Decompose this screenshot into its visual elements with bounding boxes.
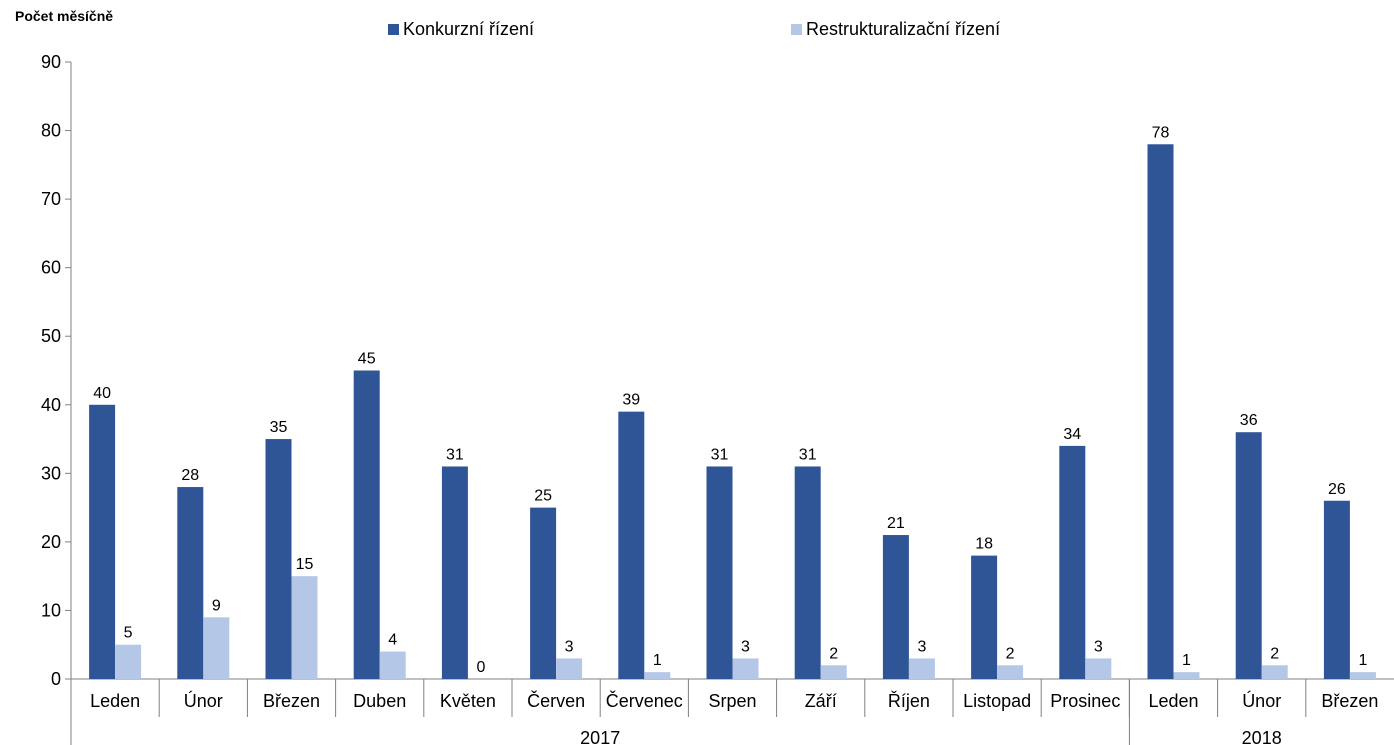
- x-tick-label: Listopad: [963, 691, 1031, 711]
- legend-swatch-konkurzni: [388, 24, 399, 35]
- data-label-restrukturalizacni: 3: [1094, 638, 1103, 655]
- y-tick-label: 90: [41, 52, 61, 72]
- bar-restrukturalizacni: [1349, 672, 1376, 679]
- data-label-konkurzni: 28: [181, 467, 199, 484]
- year-label: 2017: [580, 728, 620, 745]
- bar-konkurzni: [882, 535, 909, 679]
- data-label-konkurzni: 26: [1328, 481, 1346, 498]
- data-label-restrukturalizacni: 5: [124, 625, 133, 642]
- bar-restrukturalizacni: [379, 651, 406, 679]
- x-tick-label: Duben: [353, 691, 406, 711]
- data-label-restrukturalizacni: 3: [917, 638, 926, 655]
- data-label-konkurzni: 35: [270, 419, 288, 436]
- x-tick-label: Říjen: [888, 691, 930, 711]
- bar-restrukturalizacni: [1261, 665, 1288, 679]
- bar-konkurzni: [1323, 500, 1350, 679]
- data-label-konkurzni: 39: [622, 392, 640, 409]
- x-tick-label: Květen: [440, 691, 496, 711]
- data-label-konkurzni: 31: [799, 446, 817, 463]
- data-label-restrukturalizacni: 2: [1006, 645, 1015, 662]
- y-tick-label: 40: [41, 395, 61, 415]
- y-tick-label: 70: [41, 189, 61, 209]
- bar-konkurzni: [177, 487, 204, 679]
- data-label-restrukturalizacni: 3: [741, 638, 750, 655]
- x-tick-label: Leden: [90, 691, 140, 711]
- bar-konkurzni: [441, 466, 468, 679]
- data-label-restrukturalizacni: 4: [388, 632, 397, 649]
- data-label-restrukturalizacni: 15: [296, 556, 314, 573]
- bar-restrukturalizacni: [115, 644, 142, 679]
- bar-restrukturalizacni: [1173, 672, 1200, 679]
- y-tick-label: 20: [41, 532, 61, 552]
- data-label-konkurzni: 21: [887, 515, 905, 532]
- bar-konkurzni: [971, 555, 998, 679]
- bar-restrukturalizacni: [291, 576, 318, 679]
- x-tick-label: Prosinec: [1050, 691, 1120, 711]
- bar-konkurzni: [353, 370, 380, 679]
- x-tick-label: Srpen: [708, 691, 756, 711]
- bar-restrukturalizacni: [644, 672, 671, 679]
- x-tick-label: Březen: [263, 691, 320, 711]
- bar-restrukturalizacni: [203, 617, 230, 679]
- data-label-konkurzni: 40: [93, 385, 111, 402]
- data-label-konkurzni: 25: [534, 488, 552, 505]
- x-tick-label: Únor: [184, 690, 223, 711]
- legend-item-restrukturalizacni: Restrukturalizační řízení: [791, 19, 1000, 40]
- legend-label-restrukturalizacni: Restrukturalizační řízení: [806, 19, 1001, 39]
- year-label: 2018: [1242, 728, 1282, 745]
- bar-konkurzni: [794, 466, 821, 679]
- data-label-restrukturalizacni: 1: [1182, 652, 1191, 669]
- data-label-konkurzni: 18: [975, 536, 993, 553]
- y-tick-label: 60: [41, 258, 61, 278]
- y-axis-title: Počet měsíčně: [15, 8, 114, 24]
- x-tick-label: Červenec: [606, 690, 683, 711]
- y-tick-label: 0: [51, 669, 61, 689]
- data-label-konkurzni: 45: [358, 351, 376, 368]
- bar-konkurzni: [1235, 432, 1262, 679]
- data-label-konkurzni: 31: [446, 446, 464, 463]
- bar-konkurzni: [706, 466, 733, 679]
- bar-restrukturalizacni: [1085, 658, 1112, 679]
- bar-konkurzni: [530, 507, 557, 679]
- bar-konkurzni: [89, 404, 116, 679]
- data-label-restrukturalizacni: 2: [829, 645, 838, 662]
- data-label-restrukturalizacni: 1: [1358, 652, 1367, 669]
- bar-restrukturalizacni: [732, 658, 759, 679]
- x-tick-label: Leden: [1148, 691, 1198, 711]
- data-label-restrukturalizacni: 1: [653, 652, 662, 669]
- legend-label-konkurzni: Konkurzní řízení: [403, 19, 535, 39]
- data-label-konkurzni: 78: [1152, 124, 1170, 141]
- x-tick-label: Září: [805, 691, 837, 711]
- bar-restrukturalizacni: [556, 658, 583, 679]
- data-label-restrukturalizacni: 3: [565, 638, 574, 655]
- legend-swatch-restrukturalizacni: [791, 24, 802, 35]
- data-label-restrukturalizacni: 2: [1270, 645, 1279, 662]
- data-label-restrukturalizacni: 9: [212, 597, 221, 614]
- data-label-konkurzni: 34: [1063, 426, 1081, 443]
- data-label-konkurzni: 31: [711, 446, 729, 463]
- bar-restrukturalizacni: [997, 665, 1024, 679]
- bar-restrukturalizacni: [908, 658, 935, 679]
- bar-konkurzni: [1147, 144, 1174, 679]
- data-label-restrukturalizacni: 0: [476, 659, 485, 676]
- data-label-konkurzni: 36: [1240, 412, 1258, 429]
- x-tick-label: Červen: [527, 690, 585, 711]
- x-tick-label: Únor: [1242, 690, 1281, 711]
- bar-konkurzni: [618, 411, 645, 679]
- y-tick-label: 50: [41, 326, 61, 346]
- bar-konkurzni: [1059, 445, 1086, 679]
- x-tick-label: Březen: [1321, 691, 1378, 711]
- y-tick-label: 30: [41, 463, 61, 483]
- bar-restrukturalizacni: [820, 665, 847, 679]
- y-tick-label: 80: [41, 121, 61, 141]
- y-tick-label: 10: [41, 600, 61, 620]
- bar-konkurzni: [265, 439, 292, 679]
- legend-item-konkurzni: Konkurzní řízení: [388, 19, 534, 40]
